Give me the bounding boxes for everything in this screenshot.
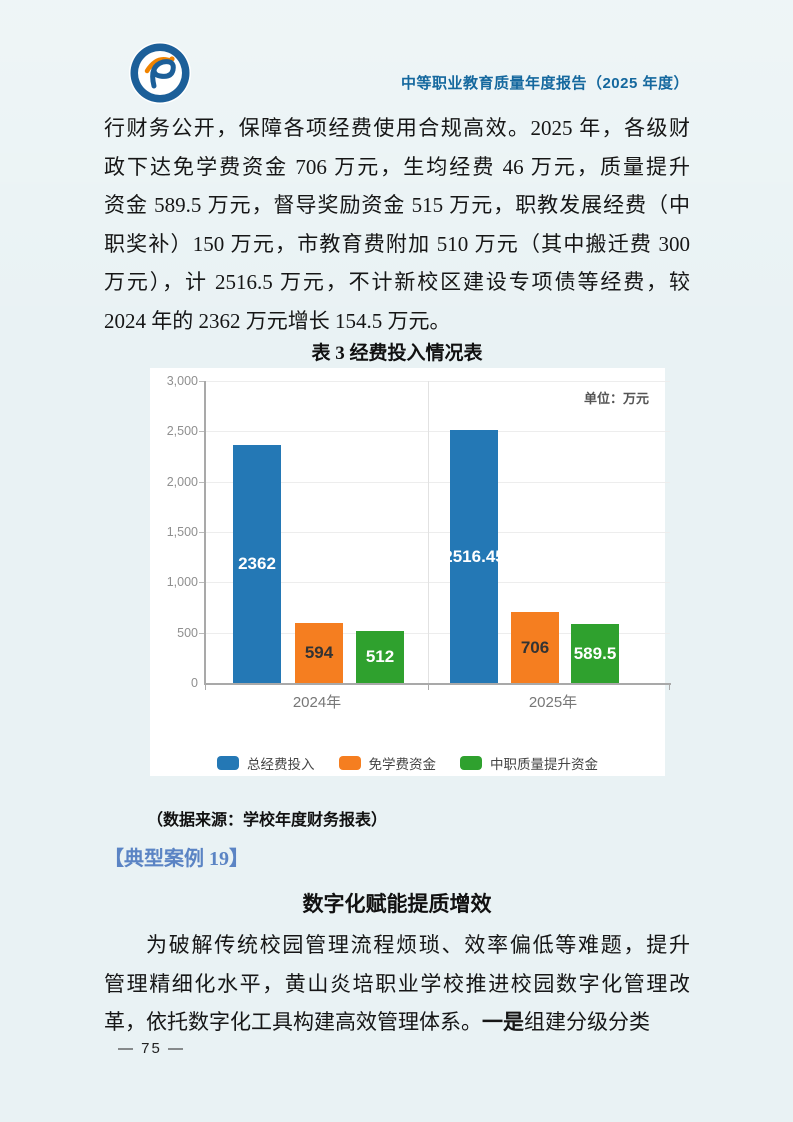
data-source-note: （数据来源：学校年度财务报表） xyxy=(147,812,388,829)
y-tick-mark xyxy=(199,582,205,583)
legend-swatch-orange xyxy=(338,756,361,770)
bar-value-label: 2362 xyxy=(238,554,276,573)
legend-label: 免学费资金 xyxy=(368,757,437,772)
case-tag: 【典型案例 19】 xyxy=(104,848,249,870)
case-heading: 数字化赋能提质增效 xyxy=(302,892,492,916)
bar-value-label: 589.5 xyxy=(573,643,617,663)
intro-line: 行财务公开，保障各项经费使用合规高效。2025 年，各级财 xyxy=(104,116,690,140)
legend-item-quality: 中职质量提升资金 xyxy=(460,753,598,773)
bar-value-label: 706 xyxy=(520,637,550,657)
y-tick-label: 1,000 xyxy=(166,575,198,589)
x-tick-mark xyxy=(205,685,206,690)
x-tick-mark xyxy=(669,685,670,690)
legend-swatch-blue xyxy=(217,756,239,770)
intro-line: 职奖补）150 万元，市教育费附加 510 万元（其中搬迁费 300 xyxy=(104,231,690,256)
gridline xyxy=(205,532,670,533)
gridline xyxy=(205,381,670,382)
gridline xyxy=(205,482,670,483)
bar-value-label: 512 xyxy=(365,647,395,666)
y-tick-mark xyxy=(199,381,205,382)
y-tick-label: 3,000 xyxy=(166,374,198,388)
bar-value-label: 594 xyxy=(304,643,334,662)
case-line-post: 组建分级分类 xyxy=(524,1010,650,1034)
y-tick-label: 500 xyxy=(177,626,198,640)
legend-swatch-green xyxy=(460,756,482,770)
bar-total-2025: 2516.45 xyxy=(443,430,505,683)
y-tick-mark xyxy=(199,482,205,483)
intro-line: 政下达免学费资金 706 万元，生均经费 46 万元，质量提升 xyxy=(104,154,690,179)
y-tick-mark xyxy=(199,633,205,634)
y-tick-label: 2,500 xyxy=(166,424,198,438)
y-tick-mark xyxy=(199,431,205,432)
y-tick-mark xyxy=(199,532,205,533)
funding-bar-chart: 单位：万元 3,000 2,500 2,000 1,500 1,000 500 … xyxy=(150,368,671,776)
bar-quality-2025: 589.5 xyxy=(571,624,619,683)
school-logo xyxy=(127,40,193,106)
school-emblem-icon xyxy=(129,42,191,104)
y-axis-line xyxy=(204,381,206,685)
legend-label: 中职质量提升资金 xyxy=(490,757,598,772)
page-number: — 75 — xyxy=(118,1040,186,1057)
intro-paragraph: 行财务公开，保障各项经费使用合规高效。2025 年，各级财 政下达免学费资金 7… xyxy=(104,109,690,340)
y-tick-label: 2,000 xyxy=(166,475,198,489)
table-title: 表 3 经费投入情况表 xyxy=(311,343,483,364)
bar-tuition-2024: 594 xyxy=(295,623,343,683)
bar-quality-2024: 512 xyxy=(356,631,404,683)
intro-line: 资金 589.5 万元，督导奖励资金 515 万元，职教发展经费（中 xyxy=(104,193,690,217)
case-line: 为破解传统校园管理流程烦琐、效率偏低等难题，提升 xyxy=(146,933,690,957)
y-tick-label: 1,500 xyxy=(166,525,198,539)
group-separator-line xyxy=(428,381,429,683)
legend-label: 总经费投入 xyxy=(247,757,315,772)
intro-line: 2024 年的 2362 万元增长 154.5 万元。 xyxy=(104,308,451,333)
y-tick-label: 0 xyxy=(191,676,198,690)
legend-item-tuition: 免学费资金 xyxy=(338,753,437,773)
chart-unit-label: 单位：万元 xyxy=(583,391,649,406)
bar-value-label: 2516.45 xyxy=(443,546,505,566)
intro-line: 万元），计 2516.5 万元，不计新校区建设专项债等经费，较 xyxy=(104,270,690,294)
case-line: 革，依托数字化工具构建高效管理体系。一是组建分级分类 xyxy=(104,1003,690,1042)
legend-item-total: 总经费投入 xyxy=(217,753,315,773)
bar-total-2024: 2362 xyxy=(233,445,281,683)
gridline xyxy=(205,431,670,432)
gridline xyxy=(205,633,670,634)
case-line-pre: 革，依托数字化工具构建高效管理体系。 xyxy=(104,1010,482,1034)
gridline xyxy=(205,582,670,583)
chart-legend: 总经费投入 免学费资金 中职质量提升资金 xyxy=(150,753,665,773)
x-category-label: 2025年 xyxy=(528,694,578,711)
report-title: 中等职业教育质量年度报告（2025 年度） xyxy=(400,75,689,92)
case-line-emphasis: 一是 xyxy=(482,1010,524,1034)
chart-plot-area: 3,000 2,500 2,000 1,500 1,000 500 0 2362… xyxy=(167,374,671,711)
x-category-label: 2024年 xyxy=(292,694,342,711)
case-line: 管理精细化水平，黄山炎培职业学校推进校园数字化管理改 xyxy=(104,971,690,996)
x-tick-mark xyxy=(428,685,429,690)
x-axis-line xyxy=(204,683,671,685)
case-paragraph: 为破解传统校园管理流程烦琐、效率偏低等难题，提升 管理精细化水平，黄山炎培职业学… xyxy=(104,926,690,1042)
bar-tuition-2025: 706 xyxy=(511,612,559,683)
